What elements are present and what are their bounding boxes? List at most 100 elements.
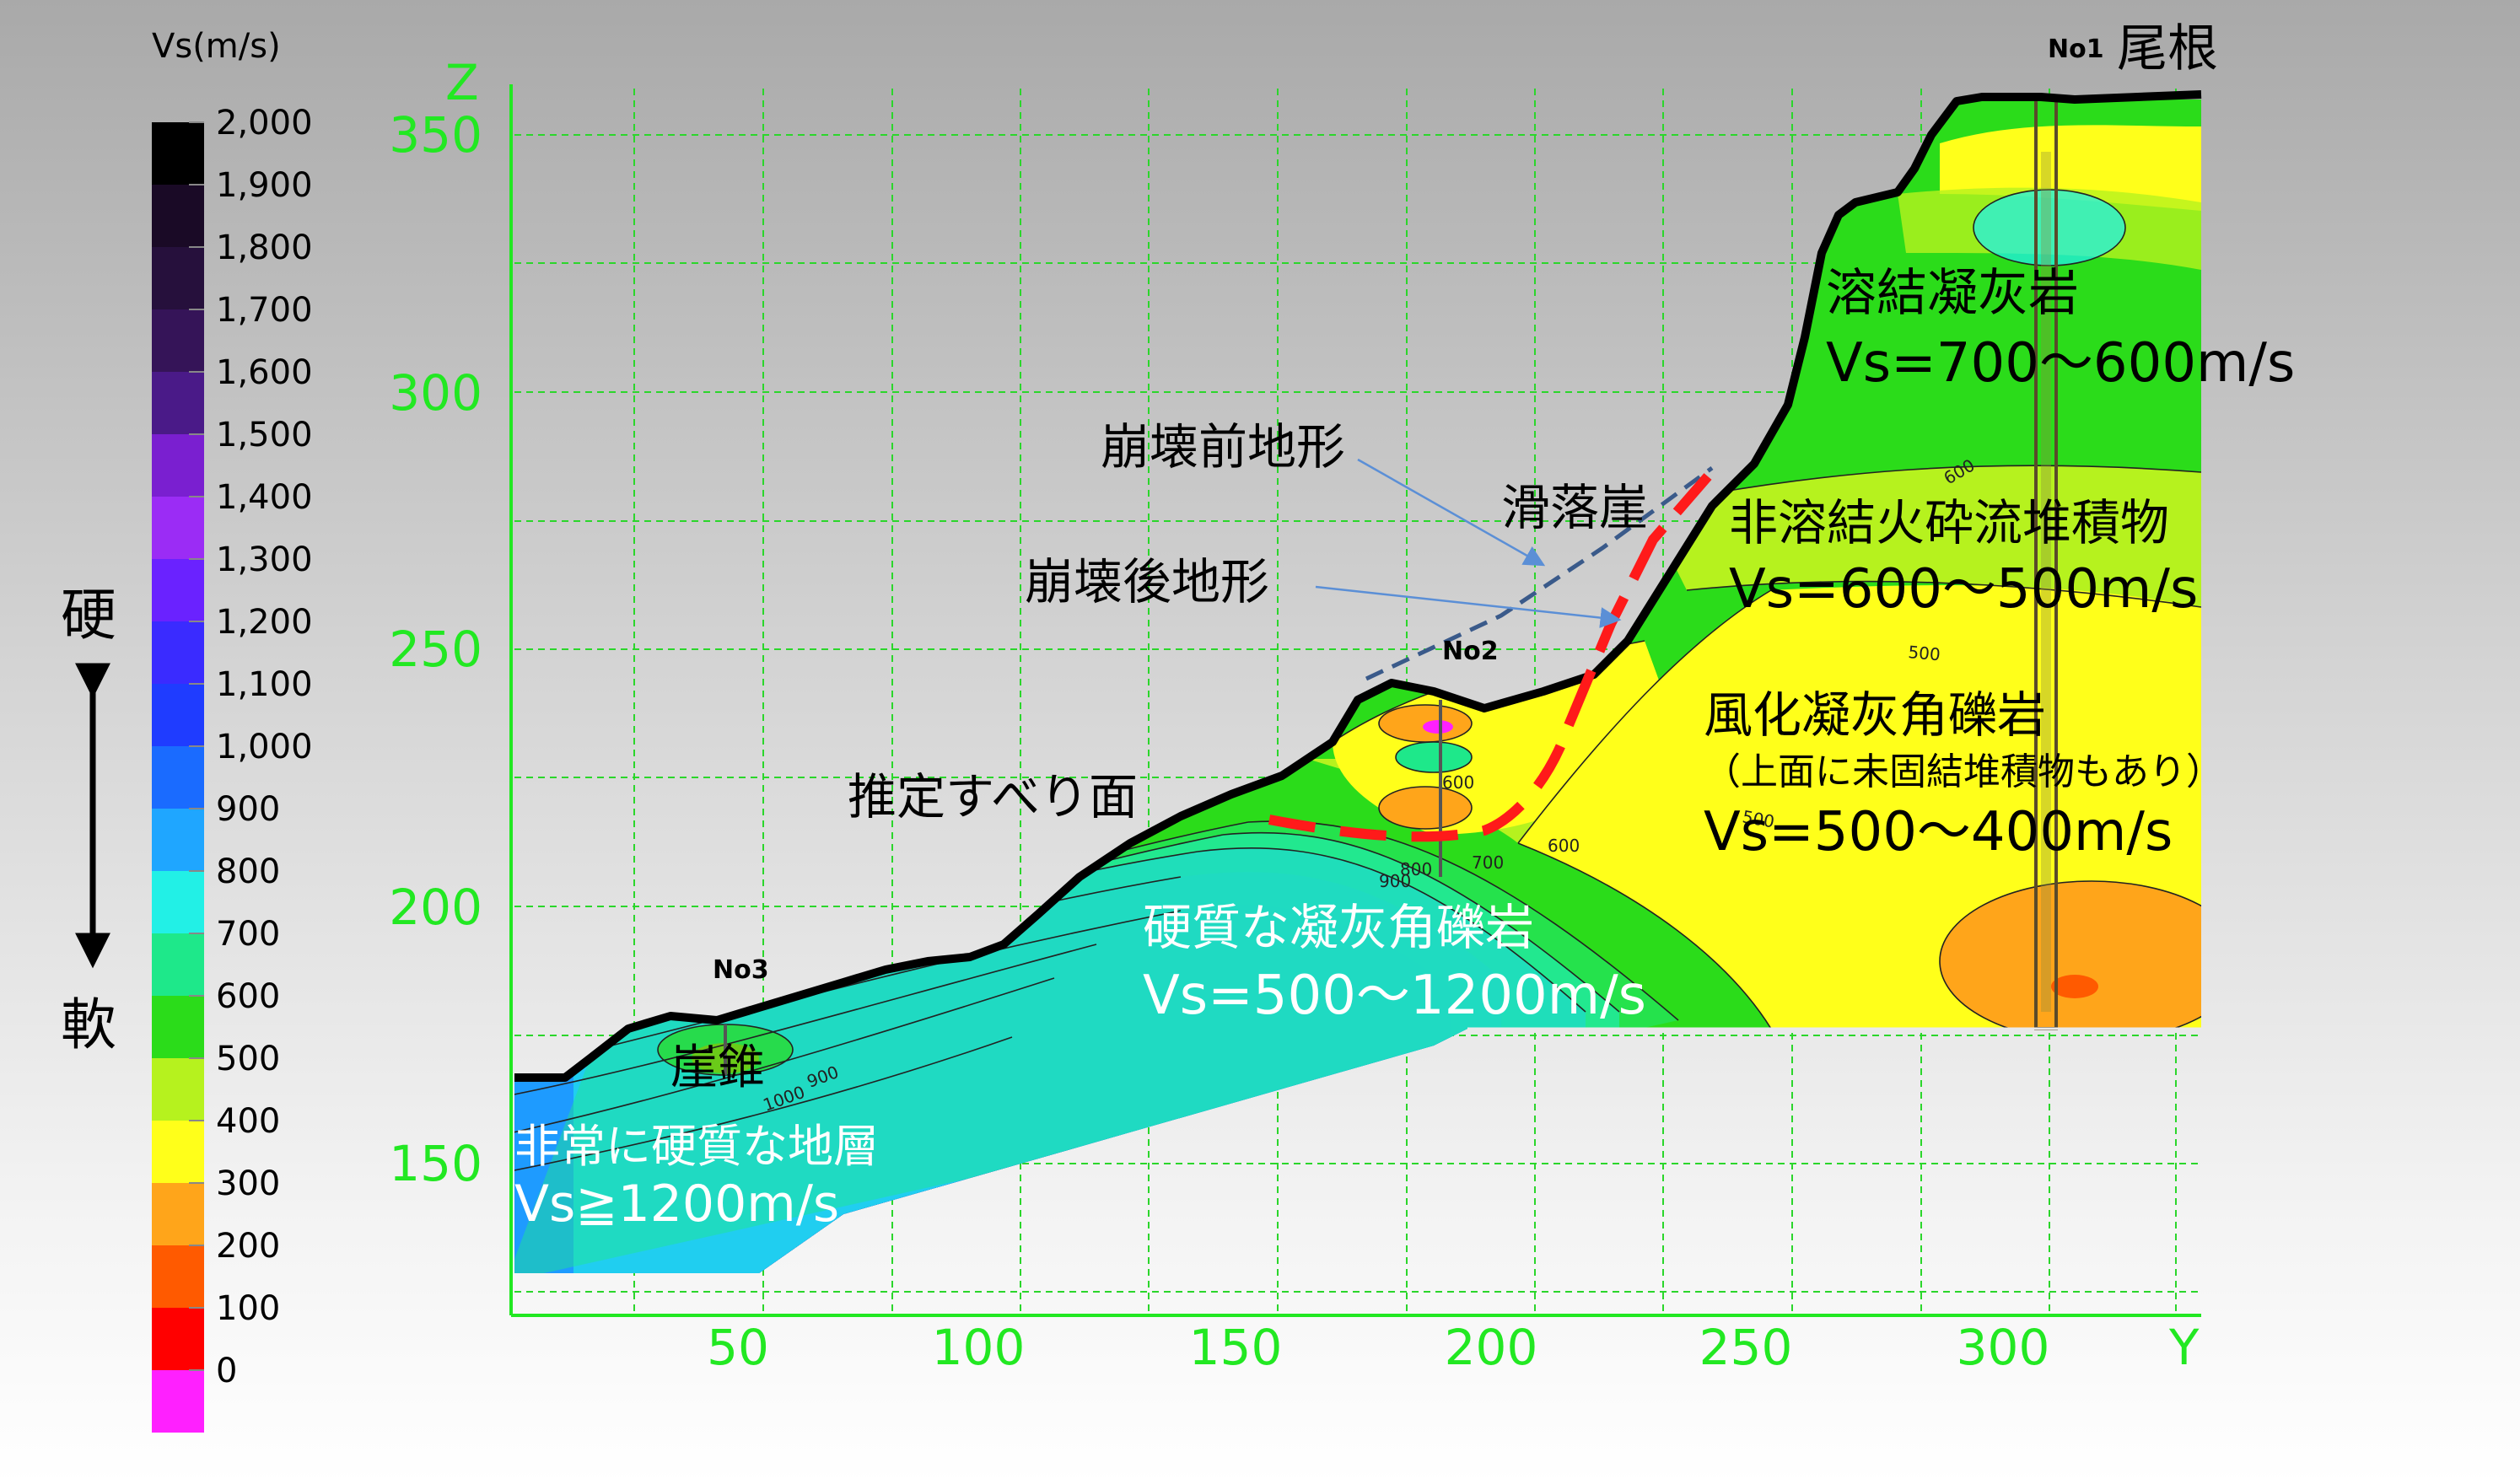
- ridge-label: 尾根: [2117, 19, 2218, 78]
- pre-collapse-arrow: [1357, 458, 1546, 567]
- pre-collapse-label: 崩壊前地形: [1101, 418, 1345, 476]
- scarp-label: 滑落崖: [1501, 479, 1648, 536]
- z-tick-label: 300: [389, 364, 482, 422]
- legend-swatch: [152, 684, 204, 746]
- contour-label: 800: [1400, 859, 1432, 879]
- legend-label: 1,000: [216, 728, 313, 766]
- legend-label: 500: [216, 1040, 280, 1078]
- legend-label: 2,000: [216, 104, 313, 142]
- axes: Z Y 350 300 250 200 150 50 100 150 200 2…: [389, 54, 2201, 1376]
- post-collapse-arrow: [1315, 585, 1622, 629]
- legend-swatch: [152, 933, 204, 996]
- legend-label: 200: [216, 1227, 280, 1266]
- legend-label: 1,400: [216, 478, 313, 517]
- slip-surface-label: 推定すべり面: [848, 768, 1138, 825]
- legend-label: 1,800: [216, 229, 313, 267]
- legend-swatch: [152, 1308, 204, 1370]
- legend-label: 1,200: [216, 603, 313, 642]
- zone-cyan-ridge: [1973, 190, 2125, 266]
- weathered-breccia-label: 風化凝灰角礫岩: [1704, 686, 2046, 744]
- legend-label: 300: [216, 1164, 280, 1203]
- legend-swatch: [152, 1058, 204, 1121]
- legend-title: Vs(m/s): [152, 27, 281, 66]
- z-tick-label: 350: [389, 106, 482, 164]
- legend-swatch: [152, 247, 204, 309]
- legend-label: 700: [216, 915, 280, 954]
- welded-tuff-vs: Vs=700～600m/s: [1826, 332, 2295, 395]
- hard-label: 硬: [61, 583, 116, 648]
- weathered-breccia-vs: Vs=500～400m/s: [1704, 801, 2173, 863]
- legend-swatch: [152, 809, 204, 871]
- y-tick-labels: 50 100 150 200 250 300: [707, 1319, 2049, 1376]
- legend-label: 800: [216, 852, 280, 891]
- legend-label: 0: [216, 1352, 237, 1390]
- very-hard-vs: Vs≧1200m/s: [514, 1175, 839, 1234]
- legend-swatch: [152, 185, 204, 247]
- legend-swatch: [152, 122, 204, 185]
- non-welded-vs: Vs=600～500m/s: [1729, 558, 2198, 621]
- legend-swatch: [152, 309, 204, 372]
- contour-label: 500: [1908, 642, 1941, 664]
- soft-label: 軟: [61, 992, 116, 1057]
- legend-swatches: [152, 121, 204, 1433]
- legend-swatch: [152, 372, 204, 434]
- legend-swatch: [152, 746, 204, 809]
- legend-label: 400: [216, 1102, 280, 1141]
- slip-surface-dashed: [1268, 723, 1574, 842]
- z-tick-label: 200: [389, 879, 482, 936]
- legend-label: 900: [216, 790, 280, 829]
- y-tick-label: 300: [1957, 1319, 2050, 1376]
- legend-label: 1,700: [216, 291, 313, 330]
- hard-breccia-label: 硬質な凝灰角礫岩: [1143, 899, 1534, 956]
- zone-lime-upper: [1645, 465, 2201, 607]
- zone-orange-deep: [1940, 881, 2201, 1041]
- legend-labels: 2,000 1,900 1,800 1,700 1,600 1,500 1,400 1,300…: [216, 104, 313, 1390]
- y-tick-label: 250: [1699, 1319, 1793, 1376]
- legend-swatch: [152, 559, 204, 621]
- legend-label: 1,100: [216, 665, 313, 704]
- contour-label: 700: [1472, 852, 1504, 873]
- legend-swatch: [152, 1245, 204, 1308]
- contour-label: 600: [1442, 772, 1474, 793]
- annotations: 尾根 崩壊前地形 崩壊後地形 滑落崖 推定すべり面 崖錐 溶結凝灰岩 Vs=70…: [514, 19, 2295, 1234]
- weathered-breccia-note: （上面に未固結堆積物もあり）: [1704, 750, 2223, 793]
- legend-label: 1,500: [216, 416, 313, 454]
- zone-red-spot: [2051, 975, 2098, 998]
- legend-swatch: [152, 1183, 204, 1245]
- borehole-no1-label: No1: [2048, 35, 2104, 64]
- legend-swatch: [152, 497, 204, 559]
- y-tick-label: 100: [932, 1319, 1026, 1376]
- zone-green-no2: [1396, 742, 1472, 772]
- y-tick-label: 200: [1445, 1319, 1538, 1376]
- legend-label: 1,300: [216, 540, 313, 579]
- borehole-no1-core: [2041, 152, 2051, 1012]
- non-welded-label: 非溶結火砕流堆積物: [1729, 494, 2169, 551]
- talus-label: 崖錐: [670, 1040, 765, 1095]
- legend-swatch: [152, 996, 204, 1058]
- z-tick-label: 150: [389, 1135, 482, 1192]
- very-hard-label: 非常に硬質な地層: [514, 1120, 879, 1173]
- pre-collapse-line: [1365, 465, 1714, 681]
- y-tick-label: 150: [1189, 1319, 1283, 1376]
- hard-breccia-vs: Vs=500～1200m/s: [1143, 965, 1646, 1027]
- legend-label: 600: [216, 977, 280, 1016]
- contour-label: 900: [1379, 871, 1411, 891]
- ground-surface-line: [514, 90, 2202, 1082]
- z-axis-title: Z: [445, 54, 479, 111]
- legend-swatch: [152, 871, 204, 933]
- legend-label: 1,900: [216, 166, 313, 205]
- y-axis-title: Y: [2168, 1319, 2200, 1376]
- contour-label: 600: [1548, 836, 1580, 856]
- zone-magenta-no2: [1423, 720, 1453, 734]
- welded-tuff-label: 溶結凝灰岩: [1826, 264, 2079, 323]
- post-collapse-label: 崩壊後地形: [1025, 553, 1269, 610]
- zone-orange-no2-b: [1379, 787, 1472, 829]
- borehole-no2-label: No2: [1442, 637, 1499, 666]
- z-tick-label: 250: [389, 621, 482, 678]
- legend-swatch: [152, 621, 204, 684]
- borehole-no3-label: No3: [713, 955, 769, 985]
- legend-swatch: [152, 434, 204, 497]
- legend-swatch: [152, 1121, 204, 1183]
- legend-swatch: [152, 1370, 204, 1433]
